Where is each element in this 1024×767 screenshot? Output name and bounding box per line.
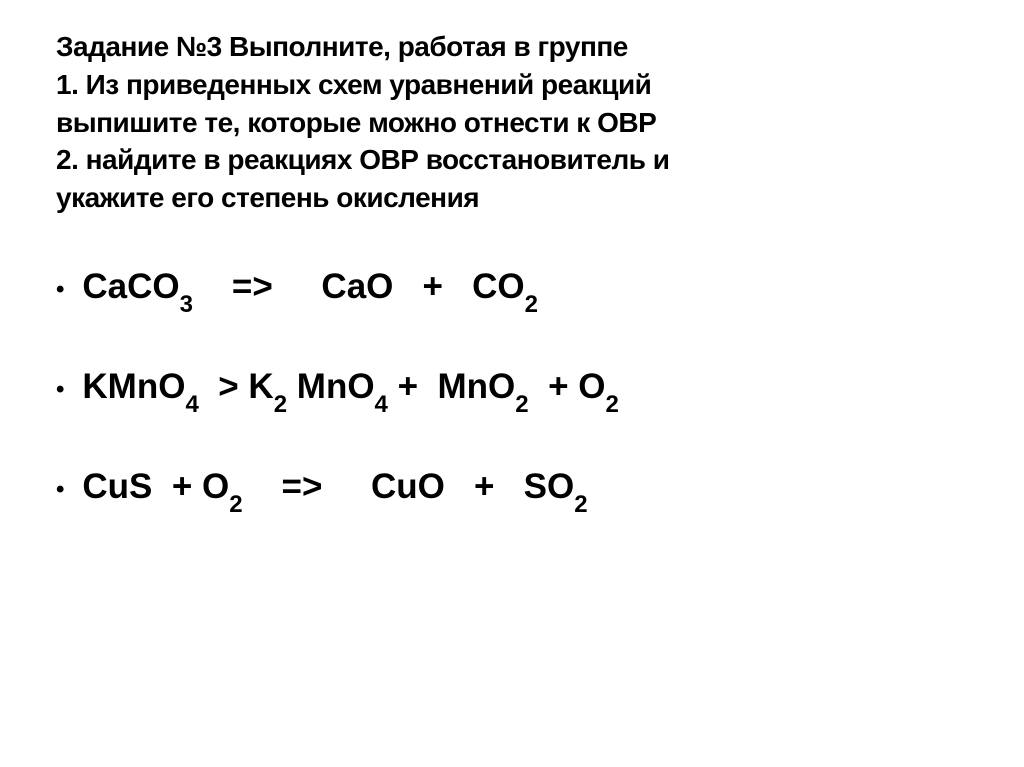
bullet-icon: • [56, 378, 64, 402]
eq1-p2: => CaO + CO [193, 267, 525, 306]
eq3-p2: => CuO + SO [243, 467, 575, 506]
eq2-s1: 4 [185, 391, 198, 418]
equations-list: • CaCO3 => CaO + CO2 • KMnO4 > K2 MnO4 +… [56, 269, 968, 511]
bullet-icon: • [56, 278, 64, 302]
header-line-5: укажите его степень окисления [56, 179, 968, 217]
equation-row-2: • KMnO4 > K2 MnO4 + MnO2 + O2 [56, 369, 968, 411]
equation-row-1: • CaCO3 => CaO + CO2 [56, 269, 968, 311]
equation-row-3: • CuS + O2 => CuO + SO2 [56, 469, 968, 511]
header-line-4: 2. найдите в реакциях ОВР восстановитель… [56, 141, 968, 179]
equation-1: CaCO3 => CaO + CO2 [82, 269, 538, 311]
eq3-s1: 2 [229, 491, 242, 518]
task-header: Задание №3 Выполните, работая в группе 1… [56, 28, 968, 217]
equation-2: KMnO4 > K2 MnO4 + MnO2 + O2 [82, 369, 618, 411]
equation-3: CuS + O2 => CuO + SO2 [82, 469, 587, 511]
eq1-p1: CaCO [82, 267, 179, 306]
eq2-s3: 4 [375, 391, 388, 418]
bullet-icon: • [56, 478, 64, 502]
eq1-s1: 3 [180, 291, 193, 318]
eq1-s2: 2 [525, 291, 538, 318]
header-line-1: Задание №3 Выполните, работая в группе [56, 28, 968, 66]
eq2-s4: 2 [515, 391, 528, 418]
eq2-s5: 2 [605, 391, 618, 418]
eq3-s2: 2 [574, 491, 587, 518]
eq2-s2: 2 [274, 391, 287, 418]
eq2-p4: + MnO [388, 367, 515, 406]
header-line-3: выпишите те, которые можно отнести к ОВР [56, 104, 968, 142]
eq2-p1: KMnO [82, 367, 185, 406]
eq3-p1: CuS + O [82, 467, 229, 506]
eq2-p5: + O [529, 367, 606, 406]
eq2-p3: MnO [287, 367, 374, 406]
header-line-2: 1. Из приведенных схем уравнений реакций [56, 66, 968, 104]
eq2-p2: > K [199, 367, 274, 406]
